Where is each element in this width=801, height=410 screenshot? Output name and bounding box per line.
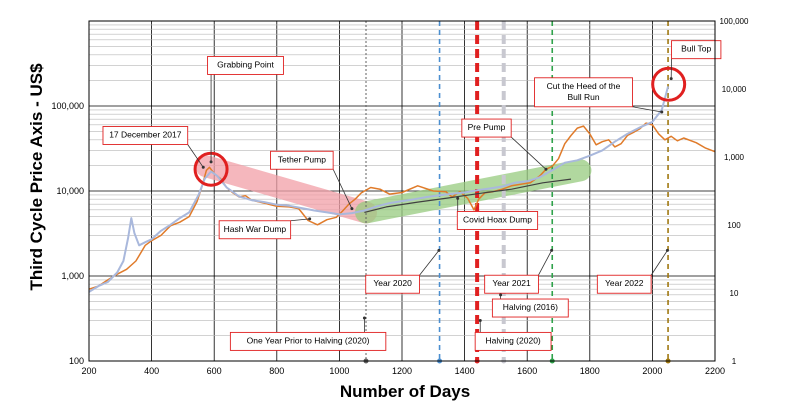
y-axis-label: Third Cycle Price Axis - US$ bbox=[27, 63, 46, 291]
annotation-label: 17 December 2017 bbox=[109, 129, 182, 139]
y-right-tick-label: 1 bbox=[732, 357, 737, 366]
y-right-tick-label: 100,000 bbox=[720, 17, 749, 26]
x-tick-label: 2000 bbox=[642, 366, 662, 376]
annotation-arrowhead bbox=[456, 197, 459, 200]
annotation-label: Hash War Dump bbox=[224, 224, 287, 234]
annotation-arrowhead bbox=[363, 317, 366, 320]
x-tick-label: 2200 bbox=[705, 366, 725, 376]
y-left-tick-label: 100,000 bbox=[51, 101, 84, 111]
y-left-tick-label: 100 bbox=[69, 356, 84, 366]
x-tick-label: 1200 bbox=[392, 366, 412, 376]
annotation-arrowhead bbox=[660, 110, 663, 113]
annotation-label: Tether Pump bbox=[278, 154, 326, 164]
annotation-label: Year 2021 bbox=[492, 278, 531, 288]
x-tick-label: 200 bbox=[81, 366, 96, 376]
annotation-arrowhead bbox=[666, 249, 669, 252]
annotation-label: Halving (2020) bbox=[485, 335, 540, 345]
annotation-label: Covid Hoax Dump bbox=[463, 214, 532, 224]
annotation-label: Bull Top bbox=[681, 44, 711, 54]
x-tick-label: 400 bbox=[144, 366, 159, 376]
annotation-label: Pre Pump bbox=[468, 122, 506, 132]
annotation-arrowhead bbox=[308, 217, 311, 220]
x-axis-label: Number of Days bbox=[340, 382, 470, 401]
y-right-tick-label: 1,000 bbox=[724, 153, 745, 162]
annotation-arrowhead bbox=[437, 249, 440, 252]
x-tick-label: 600 bbox=[207, 366, 222, 376]
annotation-arrowhead bbox=[202, 166, 205, 169]
y-left-tick-label: 10,000 bbox=[56, 186, 84, 196]
annotation-arrowhead bbox=[670, 77, 673, 80]
annotation-label: Bull Run bbox=[567, 92, 599, 102]
x-tick-label: 800 bbox=[269, 366, 284, 376]
y-left-tick-label: 1,000 bbox=[61, 271, 84, 281]
annotation-label: Grabbing Point bbox=[217, 59, 274, 69]
x-tick-label: 1600 bbox=[517, 366, 537, 376]
x-tick-label: 1000 bbox=[329, 366, 349, 376]
annotation-arrowhead bbox=[210, 160, 213, 163]
annotation-label: One Year Prior to Halving (2020) bbox=[247, 335, 370, 345]
annotation-arrowhead bbox=[544, 168, 547, 171]
annotation-label: Cut the Heed of the bbox=[547, 81, 621, 91]
x-tick-label: 1400 bbox=[455, 366, 475, 376]
annotation-arrowhead bbox=[479, 319, 482, 322]
annotation-arrowhead bbox=[550, 249, 553, 252]
y-right-tick-label: 100 bbox=[727, 221, 741, 230]
annotation-label: Year 2020 bbox=[373, 278, 412, 288]
annotation-label: Year 2022 bbox=[605, 278, 644, 288]
x-tick-label: 1800 bbox=[580, 366, 600, 376]
y-right-tick-label: 10,000 bbox=[722, 85, 747, 94]
annotation-arrowhead bbox=[499, 293, 502, 296]
annotation-arrowhead bbox=[350, 207, 353, 210]
y-right-tick-label: 10 bbox=[730, 289, 739, 298]
annotation-label: Halving (2016) bbox=[503, 302, 558, 312]
